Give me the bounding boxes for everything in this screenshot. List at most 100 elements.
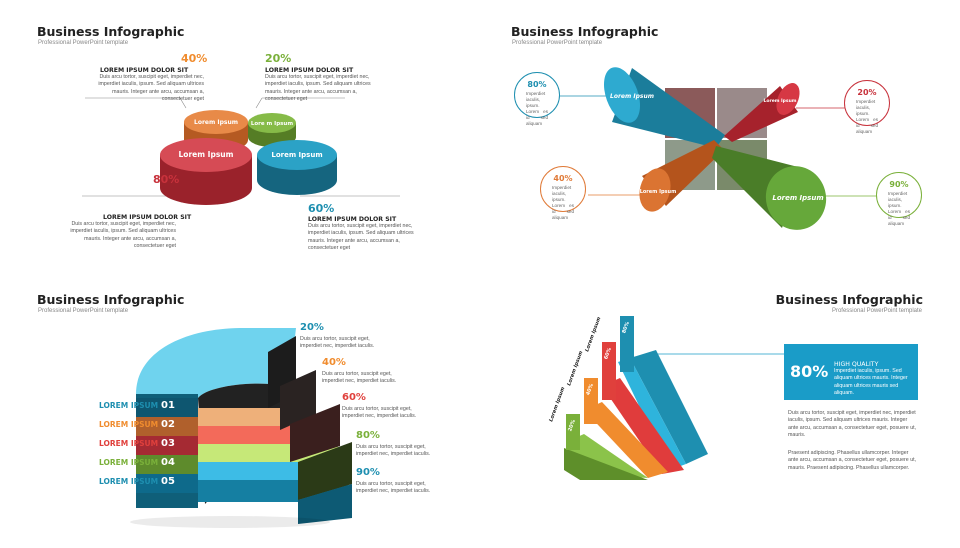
high-quality-box: 80% HIGH QUALITY Imperdiet iaculis, ipsu…: [784, 344, 918, 400]
disc-label: Lorem Ipsum: [194, 119, 238, 126]
pct-20: 20%: [265, 52, 292, 65]
slide-title: Business Infographic: [775, 292, 923, 307]
bubble-text: Imperdiet iaculis, ipsum. Lorem es id se…: [526, 91, 548, 126]
row-number: 04: [161, 457, 175, 468]
ribbon-blue-face: [618, 358, 686, 470]
bar-label: Lorem Ipsum: [584, 316, 602, 352]
disc-label: Lorem Ipsum: [271, 151, 322, 159]
callout-heading: LOREM IPSUM DOLOR SIT: [103, 214, 192, 221]
pct-60: 60%: [342, 392, 366, 403]
slide-bottom-right: Business Infographic Professional PowerP…: [480, 274, 960, 548]
callout-body: Duis arcu tortor, suscipit eget, imperdi…: [265, 74, 371, 102]
row-number: 01: [161, 400, 175, 411]
bar-infographic: 20% 40% 60% 80% Lorem Ipsum Lorem Ipsum …: [548, 316, 784, 480]
bubble-pct: 20%: [857, 88, 877, 97]
callout-body: Duis arcu tortor, suscipit eget, imperdi…: [356, 481, 431, 495]
bubble-40: 40% Imperdiet iaculis, ipsum. Lorem es i…: [540, 166, 586, 220]
layer-band: [198, 426, 318, 444]
layer-step: [298, 484, 352, 524]
row-number: 05: [161, 476, 175, 487]
bar-pct: 20%: [567, 419, 577, 432]
bubble-80: 80% Imperdiet iaculis, ipsum. Lorem es i…: [514, 72, 560, 126]
slide-title: Business Infographic: [37, 24, 185, 39]
row-band: [136, 474, 198, 493]
cylinder-label: Lorem Ipsum: [640, 189, 677, 195]
cylinder-label: Lorem Ipsum: [610, 93, 654, 100]
row-label: LOREM IPSUM: [99, 420, 159, 429]
bar-pct: 40%: [585, 383, 595, 396]
cylinder-red: Lorem Ipsum: [724, 83, 800, 142]
bar-80: [620, 316, 634, 372]
callout-body: Duis arcu tortor, suscipit eget, imperdi…: [70, 221, 176, 249]
callout-body: Duis arcu tortor, suscipit eget, imperdi…: [342, 406, 417, 420]
pct-80: 80%: [153, 173, 180, 186]
disc-blue: Lorem Ipsum: [257, 140, 337, 195]
slide-top-left: Business Infographic Professional PowerP…: [0, 0, 480, 274]
row-label: LOREM IPSUM: [99, 458, 159, 467]
row-band: [136, 436, 198, 455]
cylinder-blue: Lorem Ipsum: [603, 67, 725, 148]
bubble-pct: 40%: [553, 174, 573, 183]
bar-pct: 80%: [621, 321, 631, 334]
pct-40: 40%: [181, 52, 208, 65]
cylinder-label: Lorem Ipsum: [772, 194, 823, 202]
bubble-20: 20% Imperdiet iaculis, ipsum. Lorem es i…: [844, 80, 890, 134]
cylinder-label: Lorem Ipsum: [764, 98, 797, 104]
disc-label: Lorem Ipsum: [179, 150, 234, 159]
layer-step: [290, 404, 340, 462]
slide-title: Business Infographic: [511, 24, 659, 39]
callout-body: Duis arcu tortor, suscipit eget, imperdi…: [356, 444, 431, 458]
slide-title: Business Infographic: [37, 292, 185, 307]
callout-heading: LOREM IPSUM DOLOR SIT: [308, 216, 397, 223]
cylinder-infographic: Lorem Ipsum Lorem Ipsum Lorem Ipsum Lore…: [558, 67, 878, 230]
leader-line: [179, 97, 187, 109]
bubble-text: Imperdiet iaculis, ipsum. Lorem es id se…: [856, 99, 878, 134]
ribbon-orange: [584, 402, 668, 478]
callout-body: Duis arcu tortor, suscipit eget, imperdi…: [322, 371, 397, 385]
row-label: LOREM IPSUM: [99, 477, 159, 486]
slide-subtitle: Professional PowerPoint template: [38, 40, 129, 46]
row-band: [136, 398, 198, 417]
callout-heading: LOREM IPSUM DOLOR SIT: [265, 67, 354, 74]
leader-line: [255, 97, 263, 109]
bubble-text: Imperdiet iaculis, ipsum. Lorem es id se…: [888, 191, 910, 226]
paragraph: Praesent adipiscing. Phasellus ullamcorp…: [788, 450, 917, 471]
layer-band: [198, 408, 292, 426]
quality-body: Imperdiet iaculis, ipsum. Sed aliquam ul…: [834, 368, 908, 396]
disc-red: Lorem Ipsum: [160, 138, 252, 205]
row-number: 02: [161, 419, 175, 430]
arc-shadow: [130, 516, 330, 528]
cylinder-green: Lorem Ipsum: [712, 146, 827, 230]
bubble-90: 90% Imperdiet iaculis, ipsum. Lorem es i…: [876, 172, 922, 226]
row-band: [136, 455, 198, 474]
paragraph: Duis arcu tortor, suscipit eget, imperdi…: [788, 410, 917, 438]
bubble-pct: 90%: [889, 180, 909, 189]
row-band: [136, 417, 198, 436]
disc-infographic: Lorem Ipsum Lore m Ipsum Lorem Ipsum Lor…: [82, 97, 400, 205]
cylinder-orange: Lorem Ipsum: [639, 140, 724, 212]
ribbon-blue: [630, 350, 708, 464]
callout-heading: LOREM IPSUM DOLOR SIT: [100, 67, 189, 74]
bar-label: Lorem Ipsum: [548, 386, 566, 422]
callout-body: Duis arcu tortor, suscipit eget, imperdi…: [300, 336, 375, 350]
bar-60: [602, 342, 616, 400]
slide-bottom-left: Business Infographic Professional PowerP…: [0, 274, 480, 548]
pct-80: 80%: [356, 430, 380, 441]
disc-label: Lore m Ipsum: [251, 121, 293, 127]
pct-90: 90%: [356, 467, 380, 478]
layered-arc-infographic: [130, 328, 352, 528]
callout-body: Duis arcu tortor, suscipit eget, imperdi…: [98, 74, 204, 102]
quality-pct: 80%: [790, 362, 829, 381]
slide-top-right: Business Infographic Professional PowerP…: [480, 0, 960, 274]
bar-pct: 60%: [603, 347, 613, 360]
slide-subtitle: Professional PowerPoint template: [512, 40, 603, 46]
bubble-pct: 80%: [527, 80, 547, 89]
pct-20: 20%: [300, 322, 324, 333]
row-label: LOREM IPSUM: [99, 401, 159, 410]
layer-step: [280, 370, 316, 430]
pct-60: 60%: [308, 202, 335, 215]
bar-label: Lorem Ipsum: [566, 350, 584, 386]
arc-top: [136, 328, 296, 398]
ribbon-base: [564, 448, 648, 480]
bar-40: [584, 378, 598, 424]
